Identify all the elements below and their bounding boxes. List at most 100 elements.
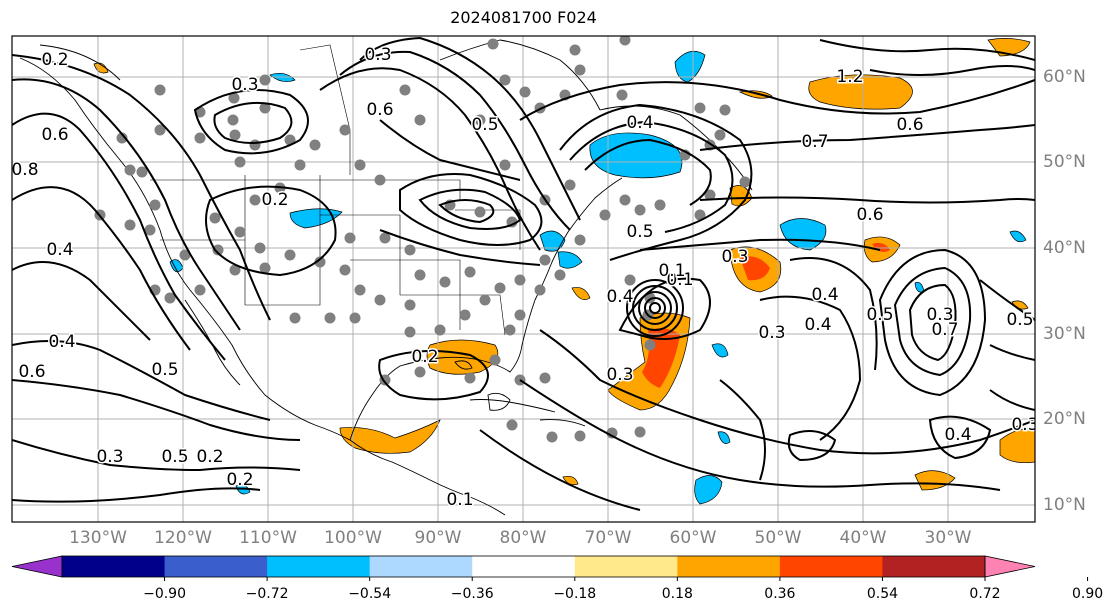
contour-label: 0.3: [364, 45, 391, 65]
observation-dot: [519, 86, 531, 98]
observation-dot: [294, 159, 306, 171]
map-frame: [11, 35, 1036, 523]
longitude-label: 130°W: [69, 528, 127, 548]
contour-label: 0.4: [48, 332, 75, 352]
latitude-label: 30°N: [1043, 324, 1086, 344]
contour-label: 0.5: [866, 305, 893, 325]
longitude-label: 40°W: [839, 528, 887, 548]
observation-dot: [234, 156, 246, 168]
contour-label: 0.1: [666, 270, 693, 290]
colorbar-tick-label: 0.54: [866, 586, 899, 602]
contour-label: 0.4: [811, 285, 838, 305]
observation-dot: [179, 249, 191, 261]
negative-anomaly-area: [557, 251, 583, 269]
map-title: 2024081700 F024: [450, 8, 597, 27]
contour-label: 0.5: [471, 115, 498, 135]
negative-anomaly-area: [711, 343, 729, 358]
observation-dot: [439, 276, 451, 288]
longitude-label: 80°W: [499, 528, 547, 548]
latitude-label: 10°N: [1043, 495, 1086, 515]
positive-anomaly-area: [562, 475, 579, 486]
observation-dot: [499, 74, 511, 86]
observation-dot: [619, 194, 631, 206]
observation-dot: [212, 244, 224, 256]
contour-label: 0.4: [804, 315, 831, 335]
positive-anomaly-area: [426, 339, 499, 375]
contour-label: 0.6: [896, 115, 923, 135]
contour-label: 0.3: [1011, 415, 1038, 435]
observation-dot: [499, 159, 511, 171]
colorbar-tick-label: −0.54: [348, 586, 392, 602]
negative-anomaly-area: [674, 50, 706, 83]
observation-dot: [574, 430, 586, 442]
contour-label: 0.4: [46, 240, 73, 260]
colorbar-segment: [267, 556, 371, 577]
contour-label: 0.4: [606, 287, 633, 307]
contour-label: 0.6: [366, 100, 393, 120]
observation-dot: [506, 419, 518, 431]
observation-dot: [414, 269, 426, 281]
observation-dot: [284, 249, 296, 261]
observation-dot: [399, 84, 411, 96]
observation-dot: [616, 89, 628, 101]
contour-label: 0.2: [411, 347, 438, 367]
observation-dot: [404, 244, 416, 256]
observation-dot: [144, 224, 156, 236]
contour-label: 0.7: [931, 320, 958, 340]
observation-dot: [539, 372, 551, 384]
observation-dot: [339, 124, 351, 136]
observation-dot: [514, 309, 526, 321]
contour-label: 0.5: [626, 222, 653, 242]
colorbar-segment: [882, 556, 986, 577]
observation-dot: [599, 209, 611, 221]
contour-label: 0.1: [446, 490, 473, 510]
observation-dot: [349, 312, 361, 324]
contour-label: 0.1: [658, 261, 685, 281]
longitude-label: 50°W: [754, 528, 802, 548]
observation-dot: [314, 256, 326, 268]
latitude-label: 50°N: [1043, 152, 1086, 172]
contour-label: 0.3: [926, 305, 953, 325]
observation-dot: [124, 164, 136, 176]
observation-dot: [339, 264, 351, 276]
contour-label: 0.5: [161, 447, 188, 467]
observation-dot: [229, 129, 241, 141]
observation-dot: [354, 159, 366, 171]
colorbar-segment: [369, 556, 473, 577]
contour-label: 0.8: [11, 160, 38, 180]
observation-dot: [228, 92, 240, 104]
observation-dot: [344, 232, 356, 244]
observation-dot: [504, 324, 516, 336]
observation-dot: [229, 264, 241, 276]
observation-dot: [564, 179, 576, 191]
observation-dot: [404, 326, 416, 338]
colorbar-segment: [62, 556, 166, 577]
contour-label: 0.4: [944, 425, 971, 445]
observation-dot: [116, 132, 128, 144]
observation-dot: [324, 312, 336, 324]
colorbar-segment: [779, 556, 883, 577]
positive-anomaly-area: [740, 256, 770, 281]
colorbar-tick-label: 0.72: [969, 586, 1001, 602]
observation-dot: [574, 64, 586, 76]
colorbar-segment: [164, 556, 268, 577]
observation-dot: [414, 114, 426, 126]
observation-dot: [164, 292, 176, 304]
longitude-label: 110°W: [239, 528, 297, 548]
observation-dot: [606, 427, 618, 439]
contour-label: 0.2: [196, 447, 223, 467]
longitude-label: 30°W: [924, 528, 972, 548]
observation-dot: [136, 166, 148, 178]
observation-dot: [227, 114, 239, 126]
positive-anomaly-area: [808, 74, 913, 110]
latitude-label: 20°N: [1043, 409, 1086, 429]
observation-dot: [234, 226, 246, 238]
longitude-label: 60°W: [669, 528, 717, 548]
observation-dot: [404, 299, 416, 311]
observation-dot: [259, 74, 271, 86]
observation-dot: [644, 339, 656, 351]
colorbar-tick-label: 0.90: [1071, 586, 1104, 602]
contour-label: 0.2: [41, 50, 68, 70]
latitude-label: 40°N: [1043, 238, 1086, 258]
observation-dot: [249, 194, 261, 206]
